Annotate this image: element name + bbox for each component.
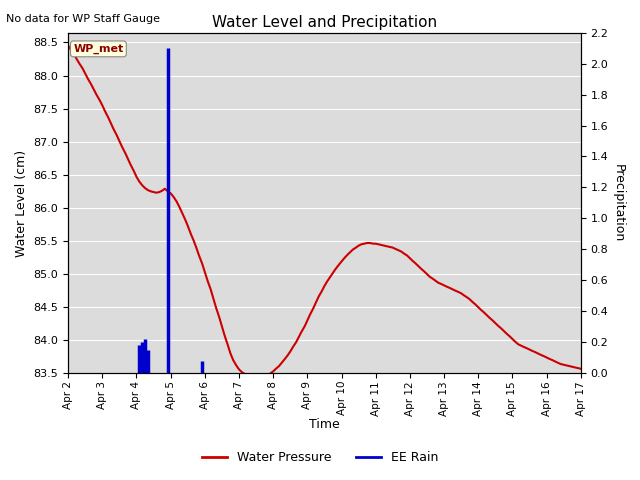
Y-axis label: Water Level (cm): Water Level (cm) [15, 149, 28, 256]
Text: No data for WP Staff Gauge: No data for WP Staff Gauge [6, 14, 161, 24]
Legend: Water Pressure, EE Rain: Water Pressure, EE Rain [196, 446, 444, 469]
Title: Water Level and Precipitation: Water Level and Precipitation [212, 15, 437, 30]
Y-axis label: Precipitation: Precipitation [612, 164, 625, 242]
Text: WP_met: WP_met [73, 44, 124, 54]
X-axis label: Time: Time [309, 419, 340, 432]
